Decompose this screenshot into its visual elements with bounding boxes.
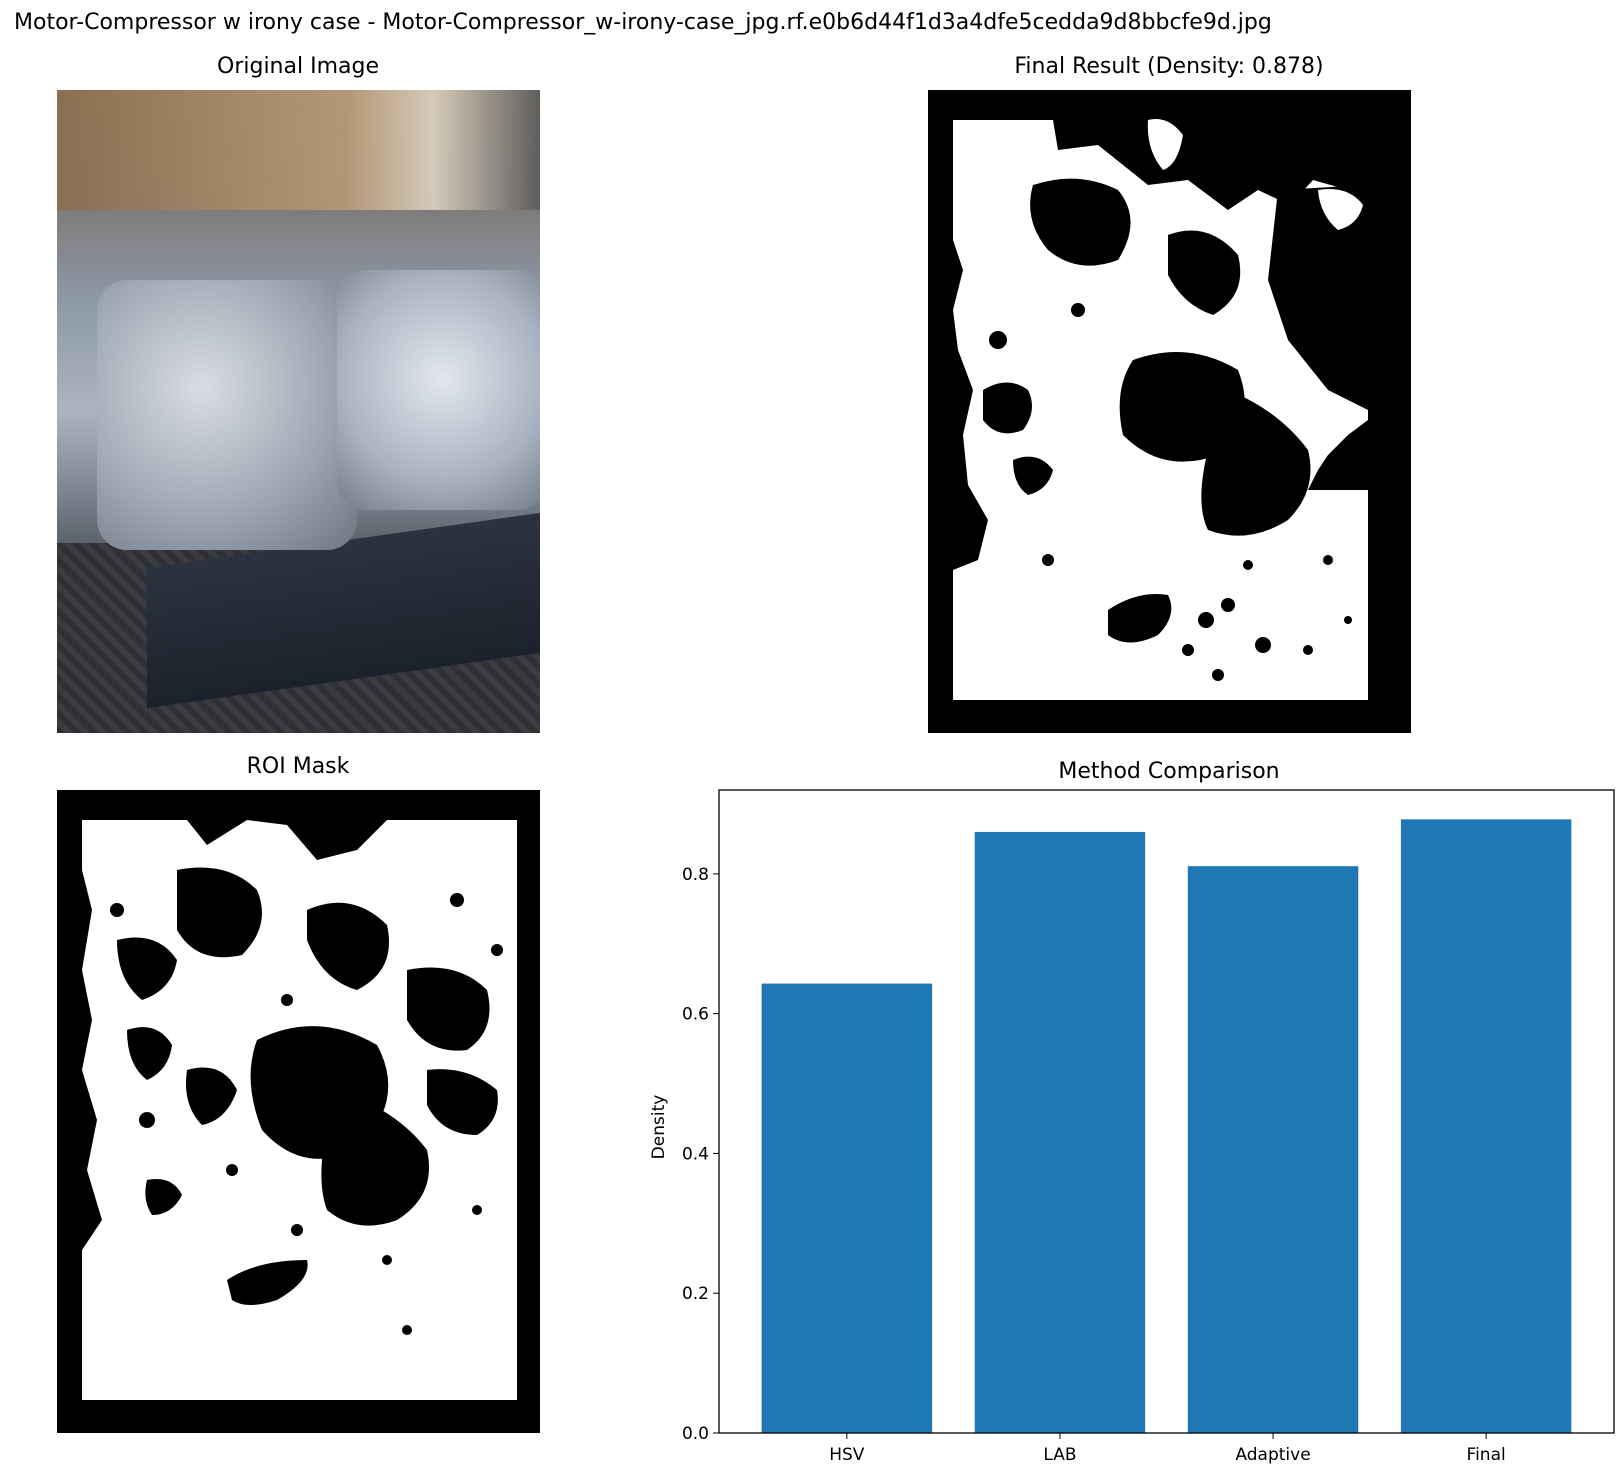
x-tick-label: HSV [829,1445,865,1465]
figure-title: Motor-Compressor w irony case - Motor-Co… [14,10,1272,35]
original-image [57,90,540,733]
x-tick-label: LAB [1043,1445,1076,1465]
compressor-left [97,280,357,550]
bar-adaptive [1187,866,1359,1433]
roi-mask-title: ROI Mask [246,754,350,779]
bar-lab [974,831,1146,1433]
x-tick-label: Final [1467,1445,1506,1465]
bar-final [1400,819,1572,1433]
roi-mask [57,790,540,1433]
crate-region [57,90,540,210]
y-tick-label: 0.6 [682,1005,709,1025]
y-tick-label: 0.2 [682,1284,709,1304]
bar-hsv [761,983,933,1433]
chart-title: Method Comparison [1058,759,1279,784]
y-axis-label: Density [649,1095,669,1160]
x-tick-label: Adaptive [1235,1445,1310,1465]
compressor-right [337,270,540,510]
y-tick-label: 0.4 [682,1144,709,1164]
final-result-title: Final Result (Density: 0.878) [1014,54,1324,79]
plot-frame [718,789,1615,1434]
original-image-title: Original Image [217,54,379,79]
y-tick-label: 0.0 [682,1424,709,1444]
final-result-mask [928,90,1411,733]
y-tick-label: 0.8 [682,865,709,885]
